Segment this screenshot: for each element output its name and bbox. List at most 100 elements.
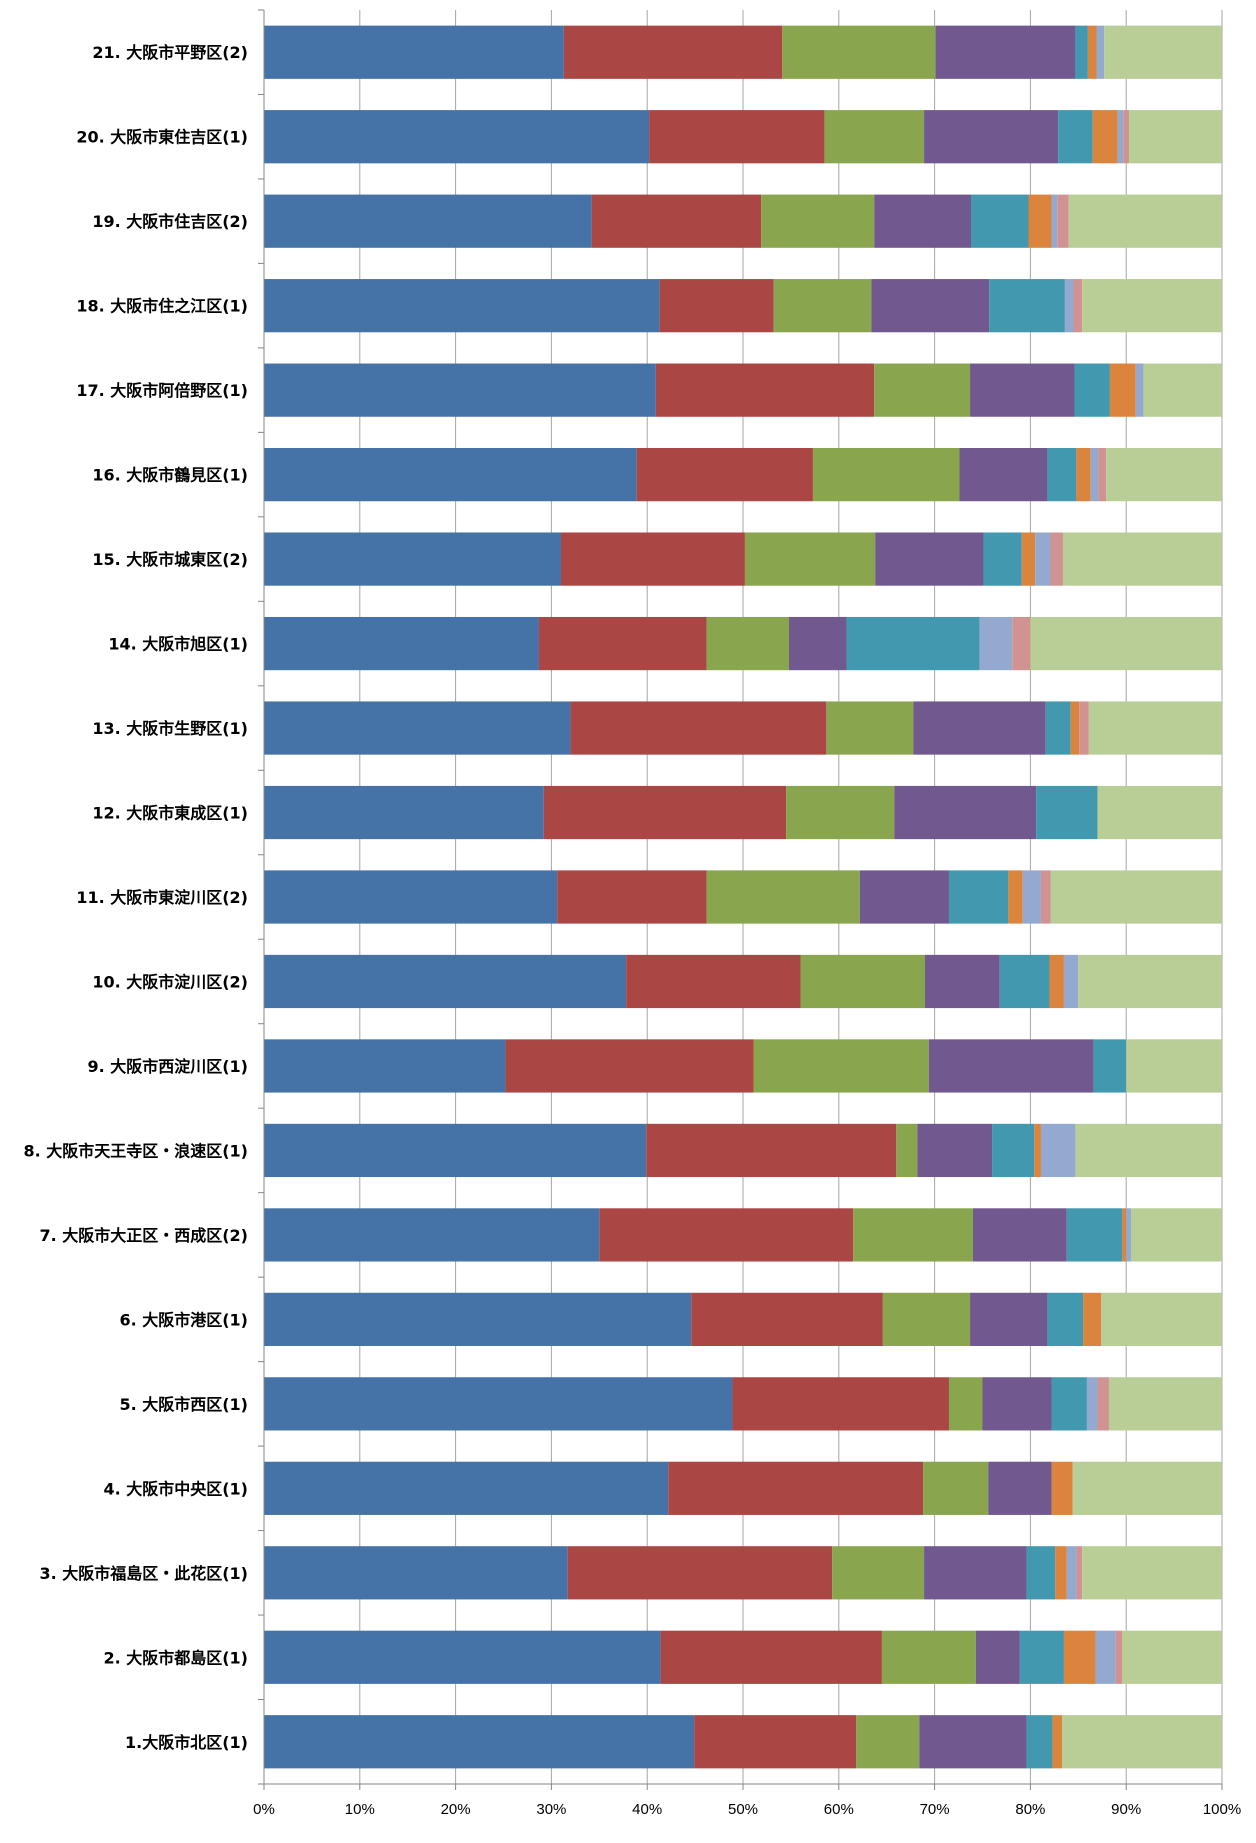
x-tick-label: 70%	[920, 1801, 950, 1818]
bar-segment-cat8-series1	[264, 1123, 647, 1178]
category-label: 10. 大阪市淀川区(2)	[92, 972, 248, 991]
bar-segment-cat7-series6	[1122, 1208, 1127, 1262]
bar-segment-cat4-series3	[923, 1461, 989, 1515]
bar-segment-cat18-series1	[264, 279, 660, 333]
x-tick-label: 100%	[1203, 1801, 1241, 1818]
bar-segment-cat11-series5	[948, 870, 1009, 924]
bar-segment-cat20-series1	[264, 110, 650, 164]
bar-segment-cat18-series4	[871, 279, 990, 333]
x-tick-label: 40%	[632, 1801, 662, 1818]
x-tick-label: 10%	[345, 1801, 375, 1818]
bar-segment-cat17-series4	[970, 363, 1075, 417]
bar-segment-cat15-series6	[1021, 532, 1036, 586]
bar-segment-cat14-series8	[1012, 616, 1031, 671]
bar-segment-cat12-series1	[264, 785, 544, 840]
category-label: 12. 大阪市東成区(1)	[92, 804, 248, 823]
bar-segment-cat3-series2	[567, 1546, 833, 1600]
category-label: 18. 大阪市住之江区(1)	[76, 297, 248, 316]
bar-segment-cat21-series3	[782, 25, 936, 79]
bar-segment-cat21-series2	[563, 25, 783, 79]
bar-segment-cat11-series2	[557, 870, 707, 924]
x-tick-label: 90%	[1111, 1801, 1141, 1818]
bar-segment-cat3-series9	[1082, 1546, 1222, 1600]
bar-segment-cat1-series2	[694, 1715, 857, 1769]
bar-segment-cat2-series4	[975, 1630, 1020, 1684]
bar-segment-cat19-series6	[1028, 194, 1052, 248]
bar-segment-cat5-series4	[982, 1377, 1052, 1431]
x-tick-label: 20%	[441, 1801, 471, 1818]
bar-segment-cat17-series7	[1135, 363, 1144, 417]
bar-segment-cat1-series5	[1026, 1715, 1053, 1769]
bar-segment-cat11-series3	[706, 870, 860, 924]
bar-segment-cat1-series1	[264, 1715, 695, 1769]
bar-segment-cat10-series6	[1049, 954, 1064, 1009]
bar-segment-cat13-series6	[1070, 701, 1080, 755]
bar-segment-cat1-series9	[1062, 1715, 1222, 1769]
bar-segment-cat8-series4	[917, 1123, 993, 1178]
bar-segment-cat3-series7	[1066, 1546, 1077, 1600]
category-label: 9. 大阪市西淀川区(1)	[87, 1057, 248, 1076]
bar-segment-cat13-series1	[264, 701, 571, 755]
bar-segment-cat2-series6	[1063, 1630, 1096, 1684]
bar-segment-cat13-series8	[1079, 701, 1089, 755]
x-tick-label: 60%	[824, 1801, 854, 1818]
bar-segment-cat20-series7	[1117, 110, 1124, 164]
bar-segment-cat5-series5	[1051, 1377, 1087, 1431]
bar-segment-cat8-series7	[1040, 1123, 1076, 1178]
bar-segment-cat5-series7	[1086, 1377, 1098, 1431]
bar-segment-cat18-series3	[773, 279, 872, 333]
bar-segment-cat7-series5	[1066, 1208, 1123, 1262]
bar-segment-cat14-series2	[538, 616, 707, 671]
bar-segment-cat15-series8	[1050, 532, 1063, 586]
bar-segment-cat13-series5	[1045, 701, 1071, 755]
bar-segment-cat18-series8	[1073, 279, 1083, 333]
category-label: 7. 大阪市大正区・西成区(2)	[39, 1226, 248, 1245]
bar-segment-cat5-series9	[1108, 1377, 1222, 1431]
category-label: 4. 大阪市中央区(1)	[103, 1479, 248, 1498]
bar-segment-cat12-series4	[894, 785, 1037, 840]
bar-segment-cat9-series9	[1126, 1039, 1222, 1093]
bar-segment-cat15-series7	[1035, 532, 1051, 586]
bar-segment-cat3-series5	[1026, 1546, 1056, 1600]
bar-segment-cat10-series4	[925, 954, 1000, 1009]
bar-segment-cat8-series6	[1034, 1123, 1041, 1178]
bar-segment-cat2-series2	[660, 1630, 882, 1684]
bar-segment-cat8-series2	[646, 1123, 897, 1178]
bar-segment-cat2-series7	[1095, 1630, 1116, 1684]
bar-segment-cat20-series6	[1092, 110, 1118, 164]
bar-segment-cat5-series3	[948, 1377, 983, 1431]
bar-segment-cat11-series4	[859, 870, 949, 924]
bar-segment-cat18-series9	[1082, 279, 1222, 333]
bar-segment-cat8-series5	[992, 1123, 1035, 1178]
category-label: 17. 大阪市阿倍野区(1)	[76, 381, 248, 400]
bar-segment-cat9-series3	[753, 1039, 929, 1093]
bar-segment-cat7-series2	[599, 1208, 854, 1262]
bar-segment-cat15-series9	[1062, 532, 1222, 586]
bar-segment-cat17-series5	[1074, 363, 1110, 417]
bar-segment-cat19-series2	[591, 194, 762, 248]
bar-segment-cat10-series9	[1078, 954, 1222, 1009]
bar-segment-cat13-series9	[1088, 701, 1222, 755]
bar-segment-cat13-series4	[913, 701, 1046, 755]
bar-segment-cat9-series1	[264, 1039, 506, 1093]
bar-segment-cat3-series3	[832, 1546, 925, 1600]
bar-segment-cat14-series4	[788, 616, 847, 671]
bar-segment-cat9-series4	[928, 1039, 1094, 1093]
bar-segment-cat6-series3	[882, 1292, 971, 1346]
bar-segment-cat21-series9	[1104, 25, 1222, 79]
bar-segment-cat17-series2	[655, 363, 875, 417]
category-label: 21. 大阪市平野区(2)	[92, 43, 248, 62]
bar-segment-cat20-series4	[924, 110, 1059, 164]
category-label: 15. 大阪市城東区(2)	[92, 550, 248, 569]
category-label: 6. 大阪市港区(1)	[119, 1310, 248, 1329]
bar-segment-cat12-series9	[1097, 785, 1222, 840]
bar-segment-cat19-series7	[1051, 194, 1058, 248]
bar-segment-cat11-series7	[1022, 870, 1041, 924]
category-label: 5. 大阪市西区(1)	[119, 1395, 248, 1414]
category-label: 16. 大阪市鶴見区(1)	[92, 466, 248, 485]
bar-segment-cat1-series4	[919, 1715, 1027, 1769]
bar-segment-cat12-series5	[1036, 785, 1098, 840]
bar-series-group	[264, 25, 1222, 1769]
bar-segment-cat15-series4	[875, 532, 984, 586]
